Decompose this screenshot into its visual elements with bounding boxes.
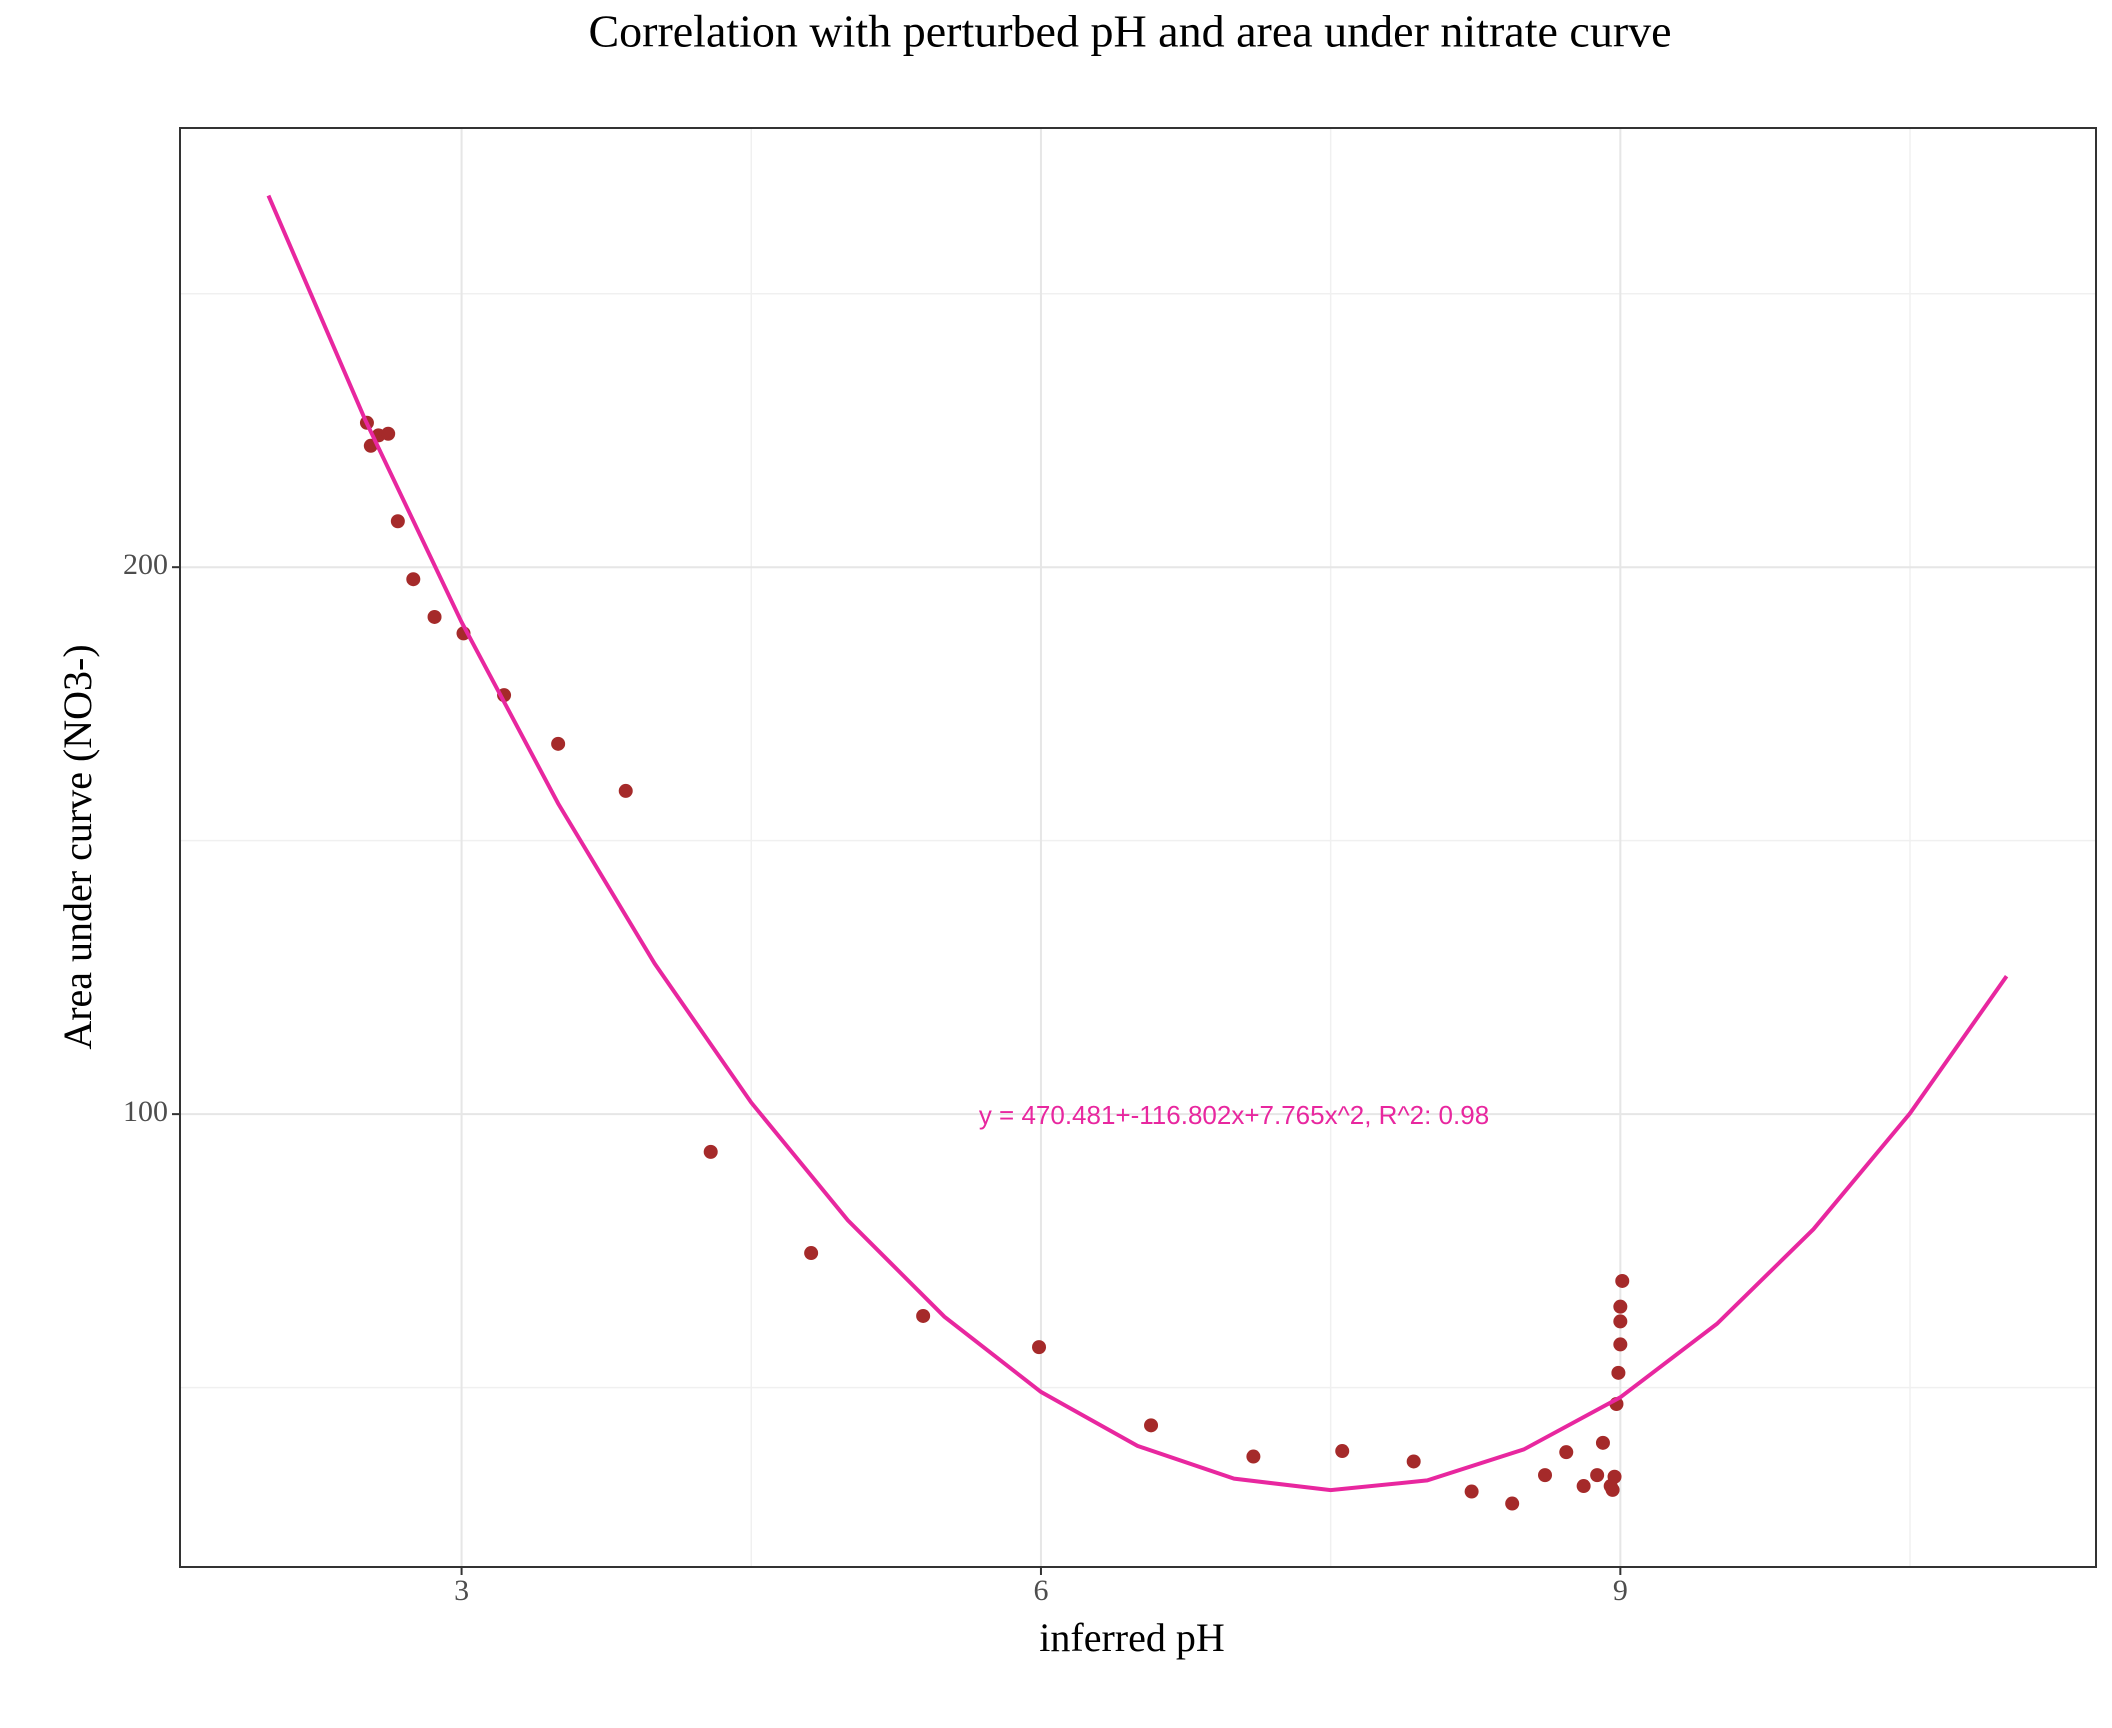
data-point [427,609,442,624]
data-point [1613,1337,1628,1352]
chart-title: Correlation with perturbed pH and area u… [588,6,1671,57]
data-point [1406,1454,1421,1469]
data-point [1611,1365,1626,1380]
x-tick-label: 9 [1613,1574,1628,1607]
data-point [1595,1435,1610,1450]
data-point [1559,1445,1574,1460]
data-point [1538,1468,1553,1483]
data-point [1144,1418,1159,1433]
data-point [1246,1449,1261,1464]
data-point [1464,1484,1479,1499]
plot-border [179,127,2097,1568]
data-point [1335,1444,1350,1459]
data-point [1615,1273,1630,1288]
data-point [1032,1340,1047,1355]
data-point [1613,1299,1628,1314]
data-point [1576,1479,1591,1494]
data-point [703,1144,718,1159]
x-tick-label: 6 [1033,1574,1048,1607]
data-point [390,514,405,529]
data-point [1607,1469,1622,1484]
y-axis-title: Area under curve (NO3-) [55,644,100,1049]
fit-annotation: y = 470.481+-116.802x+7.765x^2, R^2: 0.9… [979,1100,1489,1130]
data-point [1505,1496,1520,1511]
data-point [804,1246,819,1261]
x-axis-title: inferred pH [1039,1615,1224,1660]
x-tick-label: 3 [454,1574,469,1607]
data-point [1605,1482,1620,1497]
data-point [1613,1314,1628,1329]
data-point [1590,1468,1605,1483]
data-point [406,572,421,587]
data-point [381,426,396,441]
data-point [618,783,633,798]
y-tick-label: 200 [123,548,168,581]
y-tick-label: 100 [123,1095,168,1128]
fit-curve [266,194,2009,1493]
data-point [551,736,566,751]
data-point [916,1308,931,1323]
